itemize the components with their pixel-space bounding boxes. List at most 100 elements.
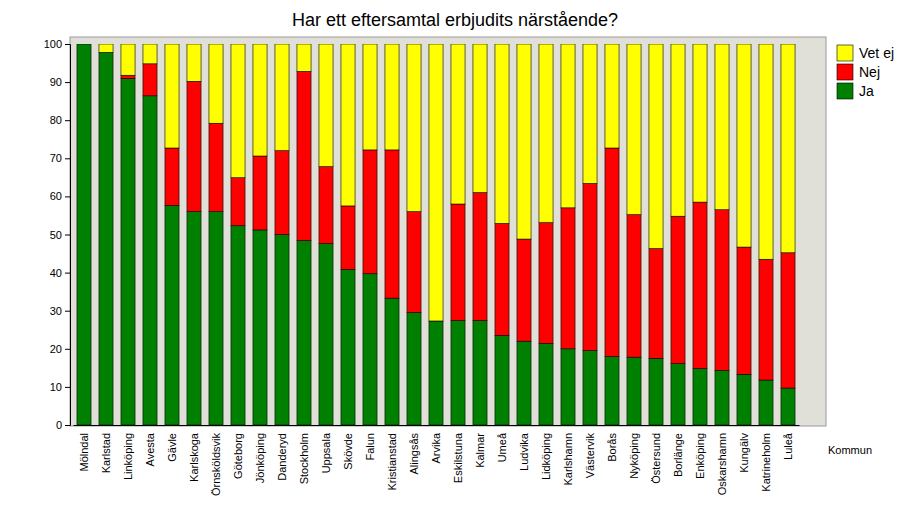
bar bbox=[671, 216, 685, 363]
bar bbox=[539, 343, 553, 425]
x-tick: Kalmar bbox=[474, 425, 486, 468]
y-tick: 30 bbox=[50, 305, 70, 317]
bar bbox=[583, 351, 597, 425]
bar bbox=[671, 364, 685, 425]
x-tick-label: Västervik bbox=[584, 433, 596, 479]
bar bbox=[385, 150, 399, 298]
x-tick: Gävle bbox=[166, 425, 178, 462]
x-tick: Ludvika bbox=[518, 425, 530, 471]
y-tick: 10 bbox=[50, 381, 70, 393]
x-tick-label: Linköping bbox=[122, 433, 134, 480]
plot-background bbox=[70, 37, 826, 426]
bar bbox=[759, 259, 773, 380]
x-tick-label: Avesta bbox=[144, 432, 156, 466]
y-tick: 0 bbox=[56, 419, 70, 431]
bar bbox=[737, 374, 751, 425]
bar bbox=[121, 44, 135, 75]
x-tick-label: Ludvika bbox=[518, 432, 530, 471]
x-tick: Lidköping bbox=[540, 425, 552, 480]
x-tick-label: Karlstad bbox=[100, 433, 112, 473]
y-tick-label: 30 bbox=[50, 305, 62, 317]
x-tick: Nyköping bbox=[628, 425, 640, 479]
bar bbox=[759, 44, 773, 259]
bar bbox=[341, 44, 355, 206]
x-tick: Mölndal bbox=[78, 425, 90, 472]
y-tick-label: 50 bbox=[50, 229, 62, 241]
bar bbox=[253, 44, 267, 156]
x-tick-label: Uppsala bbox=[320, 432, 332, 473]
bar bbox=[407, 313, 421, 425]
bar bbox=[429, 321, 443, 425]
x-tick-label: Stockholm bbox=[298, 433, 310, 484]
bar bbox=[385, 44, 399, 150]
x-tick-label: Östersund bbox=[650, 433, 662, 484]
bar bbox=[451, 204, 465, 321]
bar bbox=[649, 358, 663, 425]
bar bbox=[737, 247, 751, 374]
bar bbox=[165, 206, 179, 425]
bar bbox=[517, 341, 531, 425]
x-tick-label: Enköping bbox=[694, 433, 706, 479]
y-axis: 0102030405060708090100 bbox=[44, 38, 71, 431]
x-tick-label: Lidköping bbox=[540, 433, 552, 480]
bar bbox=[649, 44, 663, 249]
y-tick-label: 0 bbox=[56, 419, 62, 431]
y-tick: 100 bbox=[44, 38, 70, 50]
bar bbox=[737, 44, 751, 247]
legend-swatch bbox=[837, 64, 853, 80]
bar bbox=[671, 44, 685, 216]
y-tick-label: 60 bbox=[50, 190, 62, 202]
bar bbox=[715, 44, 729, 210]
bar bbox=[693, 44, 707, 202]
x-tick-label: Borås bbox=[606, 433, 618, 462]
bar bbox=[649, 249, 663, 359]
bar bbox=[209, 44, 223, 123]
bar bbox=[231, 44, 245, 178]
bar bbox=[231, 178, 245, 226]
bar bbox=[561, 349, 575, 425]
x-tick: Umeå bbox=[496, 425, 508, 462]
x-axis-line bbox=[74, 425, 800, 426]
bar bbox=[363, 44, 377, 150]
x-tick-label: Oskarshamn bbox=[716, 433, 728, 495]
x-tick-label: Gävle bbox=[166, 433, 178, 462]
bar bbox=[693, 202, 707, 368]
bar bbox=[407, 212, 421, 313]
x-tick-label: Jönköping bbox=[254, 433, 266, 483]
x-tick-label: Kungälv bbox=[738, 433, 750, 473]
bar bbox=[605, 148, 619, 356]
bar bbox=[363, 274, 377, 425]
bar bbox=[495, 335, 509, 425]
x-tick: Alingsås bbox=[408, 425, 420, 475]
bar bbox=[473, 321, 487, 425]
y-tick-label: 40 bbox=[50, 267, 62, 279]
bar bbox=[605, 44, 619, 148]
x-tick: Linköping bbox=[122, 425, 134, 480]
x-tick-label: Göteborg bbox=[232, 433, 244, 479]
bar bbox=[583, 183, 597, 350]
x-tick: Enköping bbox=[694, 425, 706, 479]
bar bbox=[781, 44, 795, 253]
bar bbox=[209, 212, 223, 425]
bar bbox=[77, 44, 91, 425]
bar bbox=[187, 44, 201, 81]
bar bbox=[121, 75, 135, 78]
bar bbox=[253, 156, 267, 230]
bar bbox=[143, 96, 157, 425]
x-tick-label: Kalmar bbox=[474, 433, 486, 468]
x-tick: Örnsköldsvik bbox=[210, 425, 222, 496]
bar bbox=[429, 44, 443, 321]
legend-label: Nej bbox=[859, 64, 880, 80]
x-tick-label: Umeå bbox=[496, 432, 508, 462]
bar bbox=[451, 44, 465, 204]
bar bbox=[99, 52, 113, 425]
bar bbox=[781, 253, 795, 388]
bar bbox=[759, 380, 773, 425]
bar bbox=[275, 235, 289, 426]
x-axis: MölndalKarlstadLinköpingAvestaGävleKarls… bbox=[74, 425, 800, 496]
bar bbox=[363, 150, 377, 274]
x-tick-label: Kristianstad bbox=[386, 433, 398, 490]
x-tick: Falun bbox=[364, 425, 376, 461]
bar bbox=[517, 239, 531, 341]
legend-label: Ja bbox=[859, 83, 874, 99]
